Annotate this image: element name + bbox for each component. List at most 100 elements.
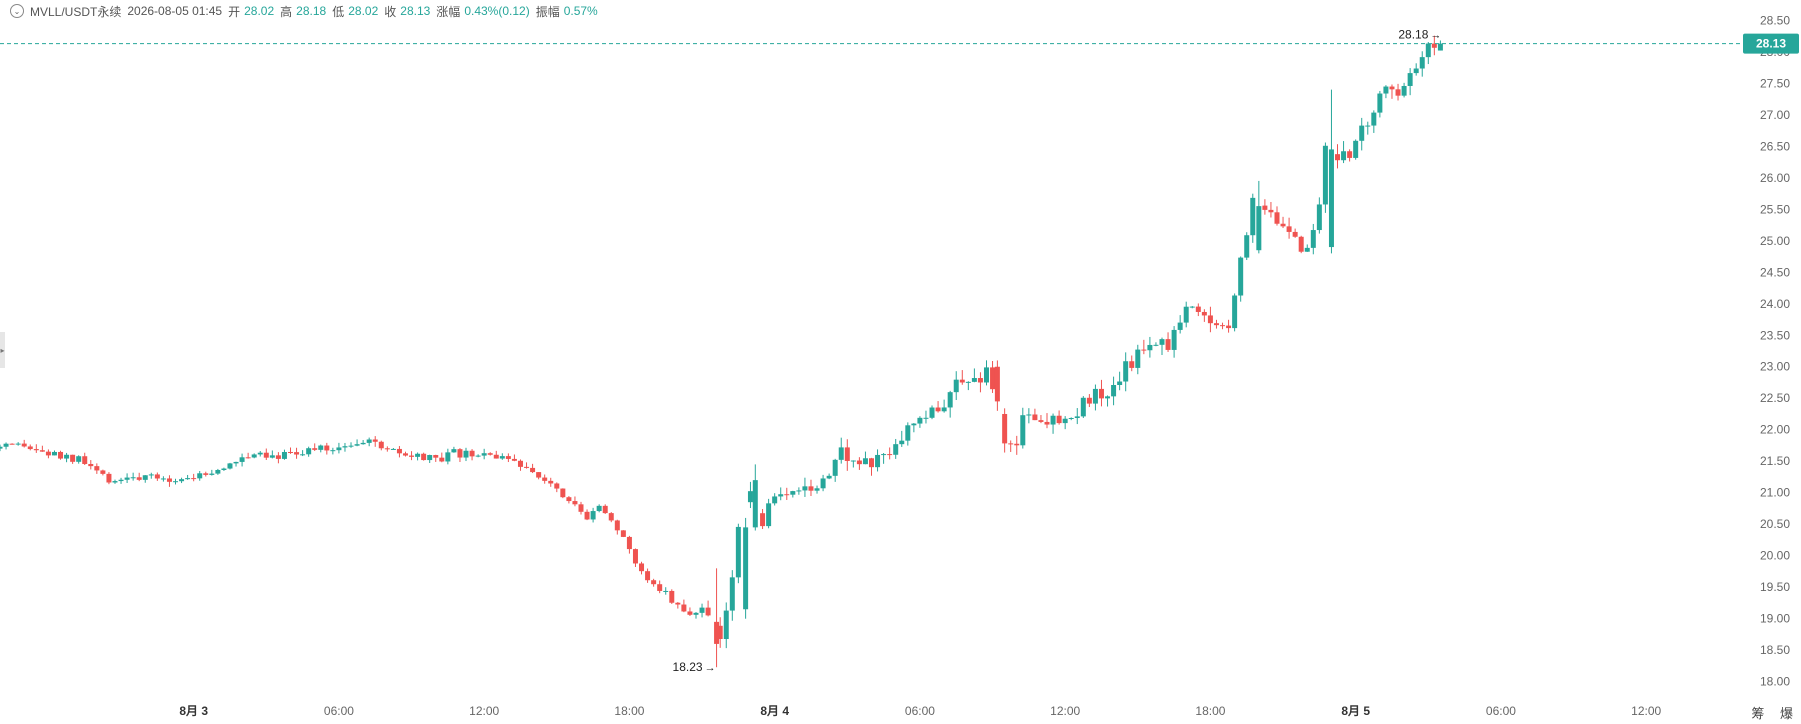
candle-body xyxy=(1062,418,1068,424)
price-axis[interactable]: 28.5028.0027.5027.0026.5026.0025.5025.00… xyxy=(1760,13,1790,688)
candle-body xyxy=(994,366,1000,402)
candle-body xyxy=(566,497,572,502)
candle-body xyxy=(372,439,378,442)
candle-body xyxy=(179,479,185,482)
candle-body xyxy=(475,455,481,457)
price-tick-label: 19.00 xyxy=(1760,612,1790,626)
price-tick-label: 22.00 xyxy=(1760,423,1790,437)
candle-body xyxy=(1226,325,1232,329)
candle-body xyxy=(511,458,517,461)
time-tick-label: 12:00 xyxy=(469,704,499,718)
candle-body xyxy=(9,443,15,445)
candle-body xyxy=(1171,329,1177,350)
open-label: 开 xyxy=(228,4,241,19)
time-tick-label: 12:00 xyxy=(1050,704,1080,718)
candle-body xyxy=(971,378,977,382)
price-tick-label: 26.00 xyxy=(1760,171,1790,185)
candle-body xyxy=(191,478,197,480)
candle-body xyxy=(288,451,293,453)
candle-body xyxy=(505,456,511,459)
min-price-arrow-icon: → xyxy=(705,662,716,674)
open-value: 28.02 xyxy=(244,4,275,18)
time-axis[interactable]: 8月 3 06:00 12:00 18:00 8月 4 06:00 12:00 18:00 8月… xyxy=(179,704,1661,718)
candle-body xyxy=(1141,349,1147,351)
candle-body xyxy=(766,503,772,527)
candle-body xyxy=(542,477,548,481)
candle-body xyxy=(51,451,57,456)
candle-body xyxy=(1280,223,1286,227)
left-panel-toggle[interactable]: ▸ xyxy=(0,332,5,368)
candle-body xyxy=(1298,236,1304,252)
candle-body xyxy=(814,488,820,491)
liquidation-icon[interactable]: 爆 xyxy=(1779,706,1793,721)
candle-body xyxy=(342,446,348,448)
candle-body xyxy=(402,453,408,456)
price-tick-label: 24.00 xyxy=(1760,297,1790,311)
candle-body xyxy=(330,450,336,452)
chip-distribution-icon[interactable]: 筹 xyxy=(1751,706,1765,721)
price-tick-label: 23.00 xyxy=(1760,360,1790,374)
low-label: 低 xyxy=(332,4,345,19)
candle-body xyxy=(1111,385,1117,397)
candle-body xyxy=(1256,206,1262,251)
candle-body xyxy=(548,480,554,484)
price-tick-label: 23.50 xyxy=(1760,328,1790,342)
candle-body xyxy=(348,445,354,447)
candle-body xyxy=(463,450,469,458)
candle-body xyxy=(977,378,983,383)
candle-body xyxy=(118,479,124,482)
candle-body xyxy=(82,456,88,464)
candle-body xyxy=(1292,231,1298,237)
candle-body xyxy=(1268,209,1274,213)
candle-body xyxy=(560,488,566,498)
candle-body xyxy=(953,379,959,393)
candle-body xyxy=(1153,344,1159,346)
candle-body xyxy=(1183,306,1189,323)
candle-body xyxy=(499,456,505,459)
candle-body xyxy=(227,463,233,469)
candle-body xyxy=(1080,397,1086,417)
candle-body xyxy=(729,577,735,611)
high-value: 28.18 xyxy=(296,4,327,18)
candle-body xyxy=(881,454,887,456)
candle-body xyxy=(887,454,893,456)
candle-body xyxy=(838,447,844,460)
candle-body xyxy=(675,602,681,605)
candle-body xyxy=(33,449,39,451)
max-price-label: 28.18 xyxy=(1398,27,1428,41)
candle-body xyxy=(1322,145,1328,205)
collapse-chevron-icon[interactable]: ⌄ xyxy=(10,4,24,18)
change-value: 0.43%(0.12) xyxy=(464,4,530,18)
candle-body xyxy=(790,491,796,495)
amplitude-value: 0.57% xyxy=(563,4,598,18)
price-tick-label: 18.50 xyxy=(1760,643,1790,657)
close-value: 28.13 xyxy=(400,4,431,18)
candle-body xyxy=(1383,86,1389,94)
candle-body xyxy=(469,450,475,457)
candles-layer xyxy=(0,35,1443,668)
candle-body xyxy=(76,456,82,462)
candle-body xyxy=(1056,415,1062,424)
amplitude-label: 振幅 xyxy=(535,4,560,19)
candle-body xyxy=(366,439,372,443)
overlay-layer: 28.13 28.18 → 18.23 → xyxy=(0,27,1799,674)
candle-body xyxy=(784,494,790,496)
candle-body xyxy=(451,449,457,453)
candle-body xyxy=(681,604,687,612)
candle-body xyxy=(645,571,651,581)
candle-body xyxy=(1074,416,1080,419)
low-value: 28.02 xyxy=(348,4,379,18)
candle-body xyxy=(1220,325,1226,327)
change-label: 涨幅 xyxy=(436,4,461,19)
candle-body xyxy=(1038,420,1044,422)
candle-body xyxy=(27,446,33,450)
candle-body xyxy=(1129,361,1135,368)
candle-body xyxy=(185,478,191,480)
candle-body xyxy=(893,444,899,455)
candle-body xyxy=(905,425,911,441)
candle-body xyxy=(1165,339,1171,350)
candle-body xyxy=(160,478,166,480)
candle-body xyxy=(306,448,312,455)
